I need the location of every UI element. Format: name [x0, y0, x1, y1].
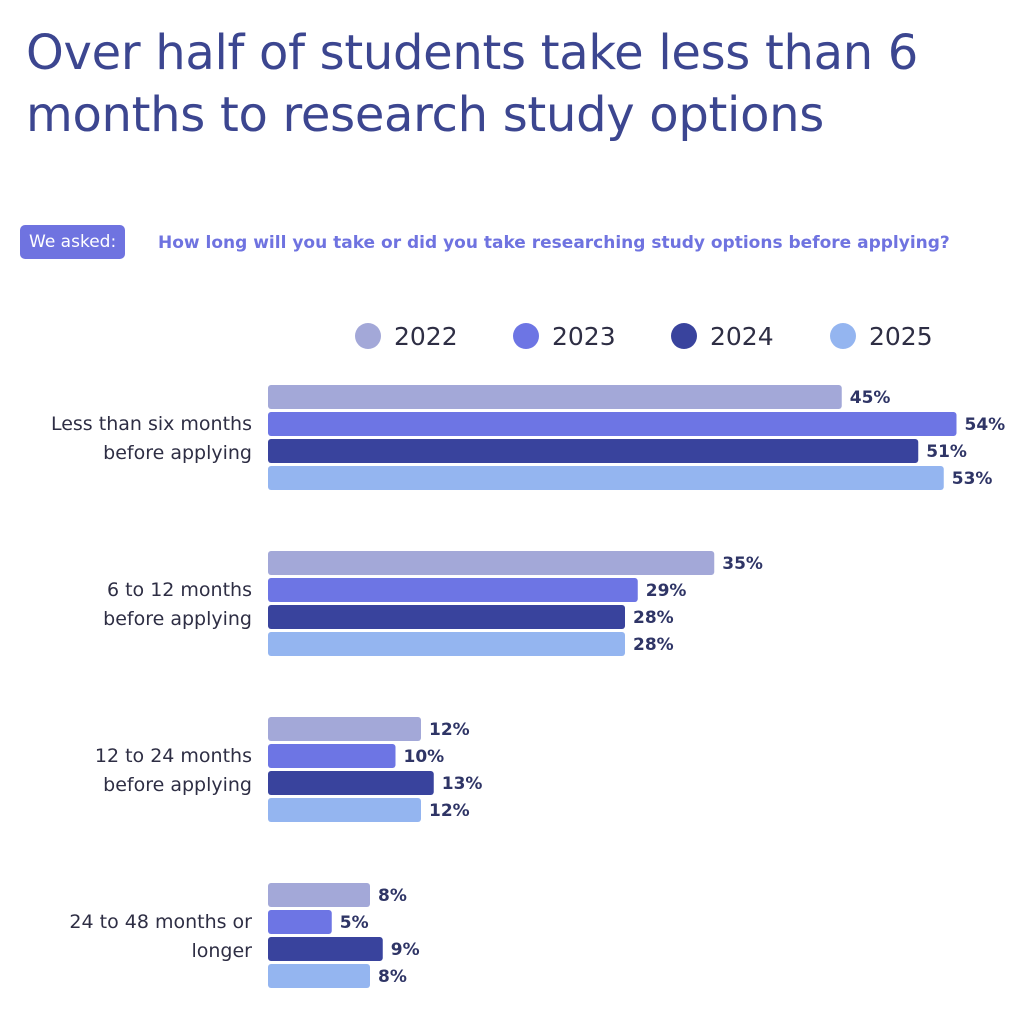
data-label-2022: 35%: [722, 554, 763, 574]
bar-2025: [268, 964, 370, 988]
data-label-2025: 12%: [429, 801, 470, 821]
data-label-2022: 45%: [850, 388, 891, 408]
legend-label-2025: 2025: [869, 322, 933, 351]
bar-2023: [268, 744, 396, 768]
bar-2024: [268, 605, 625, 629]
bar-2022: [268, 551, 715, 575]
data-label-2022: 8%: [378, 886, 407, 906]
bar-2024: [268, 439, 919, 463]
bar-2024: [268, 771, 434, 795]
bar-2022: [268, 717, 421, 741]
category-label: before applying: [103, 442, 252, 464]
data-label-2022: 12%: [429, 720, 470, 740]
bar-2023: [268, 578, 638, 602]
data-label-2023: 54%: [965, 415, 1006, 435]
bar-2022: [268, 883, 370, 907]
category-label: 24 to 48 months or: [69, 911, 252, 933]
survey-question: We asked: How long will you take or did …: [20, 225, 1010, 261]
bar-2025: [268, 466, 944, 490]
legend-swatch-2024: [671, 323, 697, 349]
legend-label-2022: 2022: [394, 322, 458, 351]
legend-swatch-2022: [355, 323, 381, 349]
category-label: before applying: [103, 608, 252, 630]
category-label: 6 to 12 months: [107, 579, 252, 601]
data-label-2024: 13%: [442, 774, 483, 794]
data-label-2025: 8%: [378, 967, 407, 987]
data-label-2025: 28%: [633, 635, 674, 655]
legend-label-2024: 2024: [710, 322, 774, 351]
data-label-2025: 53%: [952, 469, 993, 489]
data-label-2024: 51%: [926, 442, 967, 462]
we-asked-badge: We asked:: [20, 225, 126, 259]
data-label-2023: 29%: [646, 581, 687, 601]
category-label: longer: [191, 940, 252, 962]
data-label-2023: 10%: [404, 747, 445, 767]
legend-swatch-2023: [513, 323, 539, 349]
category-label: Less than six months: [51, 413, 252, 435]
bar-2023: [268, 910, 332, 934]
data-label-2024: 28%: [633, 608, 674, 628]
bar-2024: [268, 937, 383, 961]
bar-2023: [268, 412, 957, 436]
legend-label-2023: 2023: [552, 322, 616, 351]
category-label: 12 to 24 months: [95, 745, 252, 767]
bar-2025: [268, 632, 625, 656]
data-label-2023: 5%: [340, 913, 369, 933]
bar-2025: [268, 798, 421, 822]
legend-swatch-2025: [830, 323, 856, 349]
bar-2022: [268, 385, 842, 409]
category-label: before applying: [103, 774, 252, 796]
bar-chart: 2022 2023 2024 2025 Less than six months befo…: [51, 322, 1006, 988]
data-label-2024: 9%: [391, 940, 420, 960]
question-text: How long will you take or did you take r…: [158, 233, 950, 253]
page-title: Over half of students take less than 6 m…: [26, 25, 919, 143]
